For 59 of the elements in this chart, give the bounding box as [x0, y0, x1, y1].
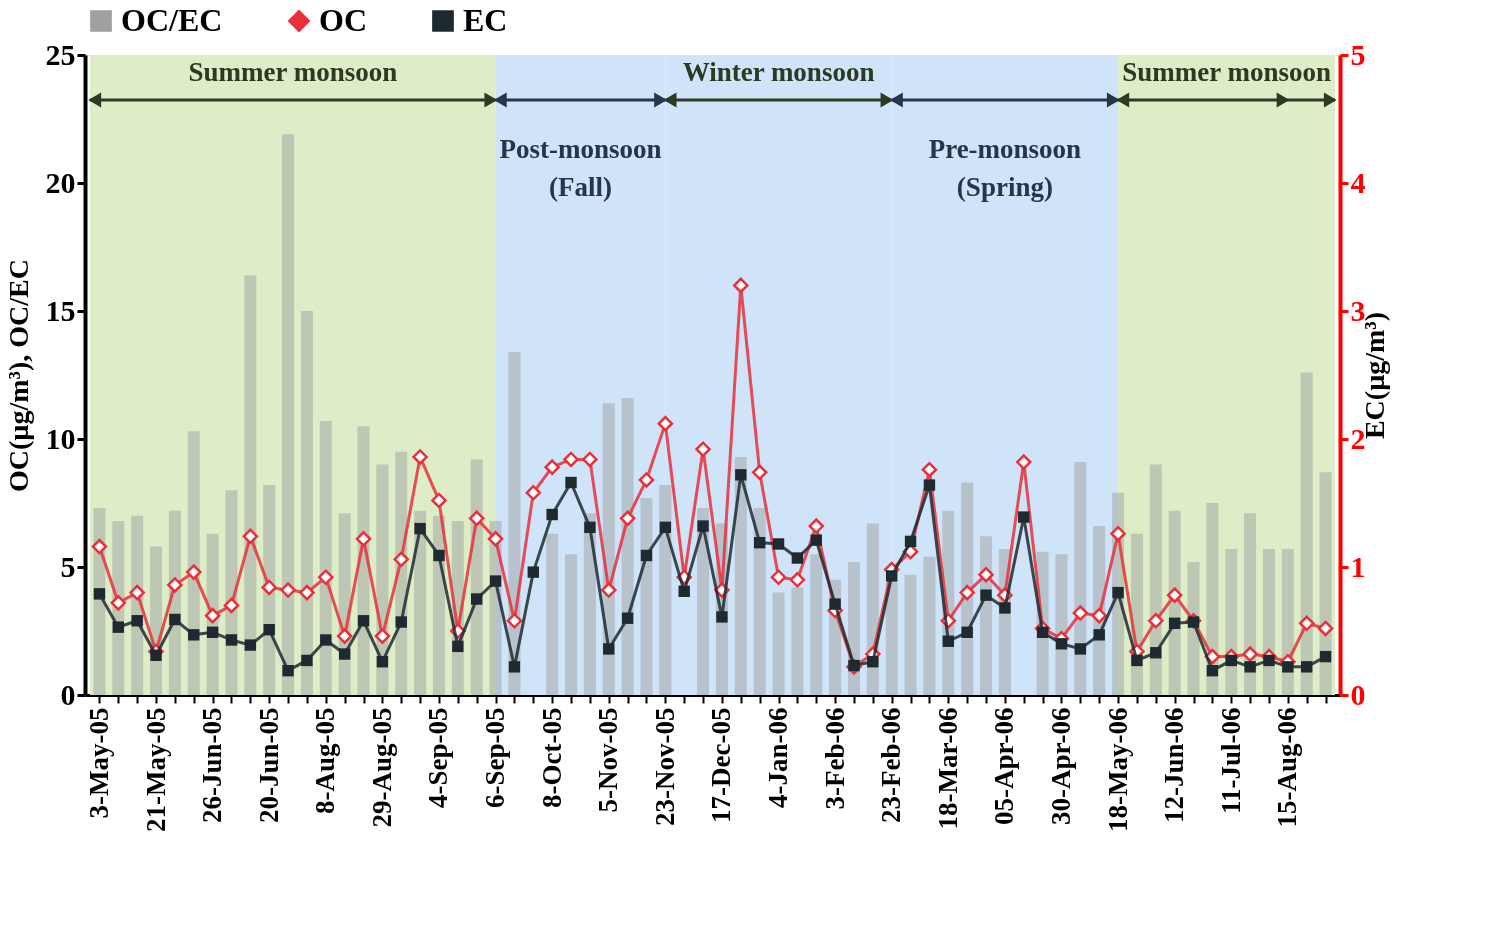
- y2-tick-label: 1: [1350, 549, 1366, 583]
- bar: [1300, 372, 1313, 695]
- legend-label: EC: [463, 2, 508, 38]
- bar: [772, 592, 785, 695]
- y-tick-label: 20: [45, 165, 76, 199]
- bar: [810, 554, 823, 695]
- x-tick-label: 6-Sep-05: [480, 707, 511, 808]
- x-tick-label: 3-Feb-06: [819, 707, 850, 810]
- x-tick-label: 20-Jun-05: [253, 707, 284, 824]
- bar: [187, 431, 200, 695]
- bar: [904, 574, 917, 695]
- y2-tick-label: 5: [1350, 37, 1366, 71]
- x-tick-label: 23-Nov-05: [649, 707, 680, 826]
- x-tick-label: 30-Apr-06: [1045, 707, 1076, 825]
- bar: [546, 533, 559, 695]
- y2-tick-label: 3: [1350, 293, 1366, 327]
- x-tick-label: 18-Mar-06: [932, 707, 963, 830]
- bar: [640, 497, 653, 695]
- x-tick-label: 8-Oct-05: [536, 707, 567, 808]
- bar: [923, 556, 936, 695]
- x-tick-label: 4-Jan-06: [763, 707, 794, 808]
- x-tick-label: 05-Apr-06: [989, 707, 1020, 825]
- bar: [659, 485, 672, 695]
- band-label: Post-monsoon (Fall): [499, 134, 662, 202]
- bar: [1074, 462, 1087, 695]
- bar: [753, 508, 766, 695]
- y-tick-label: 15: [45, 293, 76, 327]
- legend-label: OC/EC: [121, 2, 223, 38]
- y-tick-label: 10: [45, 421, 76, 455]
- band-label: Pre-monsoon (Spring): [928, 134, 1082, 202]
- x-tick-label: 8-Aug-05: [310, 707, 341, 814]
- x-tick-label: 26-Jun-05: [197, 707, 228, 824]
- y2-tick-label: 0: [1350, 677, 1366, 711]
- legend-label: OC: [319, 2, 367, 38]
- bar: [565, 554, 578, 695]
- y-axis-title: OC(µg/m³), OC/EC: [2, 259, 34, 492]
- x-tick-label: 3-May-05: [83, 707, 114, 819]
- x-tick-label: 15-Aug-06: [1272, 707, 1303, 828]
- band-label: Winter monsoon: [682, 57, 875, 87]
- x-tick-label: 29-Aug-05: [366, 707, 397, 828]
- x-tick-label: 18-May-06: [1102, 707, 1133, 832]
- band-label: Summer monsoon: [1122, 57, 1331, 87]
- x-tick-label: 4-Sep-05: [423, 707, 454, 808]
- bar: [414, 510, 427, 695]
- bar: [1225, 549, 1238, 695]
- band-label: Summer monsoon: [188, 57, 398, 87]
- y-tick-label: 0: [60, 677, 76, 711]
- bar: [282, 134, 295, 695]
- x-tick-label: 17-Dec-05: [706, 707, 737, 823]
- x-tick-label: 21-May-05: [140, 707, 171, 832]
- x-tick-label: 5-Nov-05: [593, 707, 624, 813]
- x-tick-label: 23-Feb-06: [876, 707, 907, 823]
- bar: [1319, 472, 1332, 695]
- x-tick-label: 12-Jun-06: [1159, 707, 1190, 824]
- x-tick-label: 11-Jul-06: [1215, 707, 1246, 815]
- y-tick-label: 25: [45, 37, 76, 71]
- y2-tick-label: 4: [1350, 165, 1366, 199]
- bar: [244, 275, 257, 695]
- y-tick-label: 5: [60, 549, 76, 583]
